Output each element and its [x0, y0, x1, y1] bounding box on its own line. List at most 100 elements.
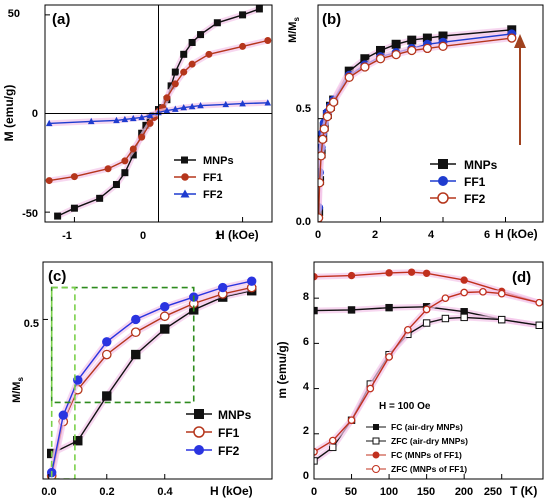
panel-b-ticks: [317, 118, 506, 223]
panel-c-ylabel: M/Ms: [11, 377, 25, 403]
panel-b-xtick-label: 2: [372, 229, 378, 241]
series-line: [318, 37, 512, 218]
data-point-ff2: [318, 134, 328, 144]
data-point-fc-air-dry-mnps: [314, 306, 318, 315]
data-point-ff2: [102, 337, 112, 347]
data-point-fc-mnps-of-ff1: [385, 269, 393, 277]
data-point-ff1: [159, 311, 170, 322]
panel-b: (b) M/Ms H (kOe) 0.5 0.0 0 2 4 6 MNPs FF…: [287, 4, 544, 241]
data-point-zfc-air-dry-mnps: [460, 313, 468, 322]
panel-a-legend: MNPs FF1 FF2: [174, 155, 234, 201]
data-point-zfc-mnps-of-ff1: [385, 353, 393, 361]
data-point-mnps: [96, 194, 104, 202]
data-point-ff2: [507, 33, 517, 43]
legend-marker-ff2: [194, 445, 204, 455]
legend-marker-mnps: [181, 156, 188, 164]
data-point-mnps: [160, 324, 170, 334]
panel-b-xlabel: H (kOe): [495, 227, 538, 241]
panel-c-xtick-label: 0.0: [41, 486, 56, 498]
data-point-ff2: [375, 54, 386, 64]
legend-marker-zfc-air: [372, 437, 380, 445]
panel-d-xtick-label: 150: [417, 486, 435, 498]
data-point-zfc-air-dry-mnps: [441, 314, 450, 323]
legend-marker-fc-air: [373, 424, 379, 430]
series-line: [314, 271, 540, 304]
data-point-zfc-mnps-of-ff1: [314, 448, 318, 456]
panel-b-frame: [317, 4, 544, 223]
legend-marker-mnps: [438, 159, 448, 169]
data-point-fc-mnps-of-ff1: [347, 271, 356, 280]
data-point-ff1: [163, 94, 171, 102]
panel-b-ytick-label: 0.5: [296, 103, 311, 115]
data-point-ff2: [131, 314, 141, 325]
panel-d-ytick-label: 2: [303, 425, 309, 437]
data-point-ff1: [264, 37, 272, 45]
panel-c-label: (c): [48, 268, 66, 285]
data-point-mnps: [171, 68, 179, 76]
legend-label-ff2: FF2: [464, 192, 486, 206]
data-point-mnps: [70, 204, 78, 212]
legend-label-zfc-air: ZFC (air-dry MNPs): [391, 436, 468, 446]
panel-c: (c) M/Ms H (kOe) 0.5 0.0 0.2 0.4 MNPs FF…: [11, 261, 273, 498]
data-point-ff1: [180, 68, 188, 76]
panel-b-ylabel-sub: s: [292, 17, 301, 22]
panel-c-ylabel-main: M/M: [11, 382, 23, 403]
data-point-fc-air-dry-mnps: [385, 303, 393, 312]
legend-marker-ff1: [181, 173, 189, 181]
panel-a-label: (a): [52, 11, 70, 28]
data-point-ff2: [391, 49, 401, 60]
data-point-fc-mnps-of-ff1: [422, 269, 431, 278]
data-point-ff2: [172, 105, 179, 112]
panel-d-xlabel: T (K): [510, 484, 537, 498]
panel-d-ticks: [313, 297, 503, 480]
legend-label-ff1: FF1: [203, 172, 223, 184]
data-point-ff2: [438, 41, 448, 51]
data-point-mnps: [255, 5, 263, 13]
panel-d-xtick-label: 100: [380, 486, 398, 498]
data-point-mnps: [73, 436, 83, 446]
panel-d-xtick-label: 50: [345, 486, 357, 498]
legend-label-mnps: MNPs: [464, 158, 498, 172]
panel-d-legend: H = 100 Oe FC (air-dry MNPs) ZFC (air-dr…: [366, 401, 468, 474]
data-point-ff2: [188, 102, 196, 110]
data-point-ff2: [121, 115, 129, 123]
data-point-ff2: [129, 114, 137, 122]
data-point-zfc-mnps-of-ff1: [535, 298, 543, 307]
data-point-zfc-mnps-of-ff1: [347, 416, 356, 425]
data-point-ff2: [197, 102, 204, 109]
legend-label-fc-air: FC (air-dry MNPs): [391, 422, 463, 432]
panel-c-xtick-label: 0.2: [99, 486, 114, 498]
legend-marker-mnps: [194, 409, 204, 419]
legend-label-zfc-ff1: ZFC (MNPs of FF1): [391, 464, 467, 474]
data-point-ff2: [87, 117, 95, 125]
panel-a-ytick-label: -50: [22, 208, 38, 220]
legend-marker-ff1: [193, 426, 205, 438]
data-point-fc-air-dry-mnps: [347, 306, 356, 314]
legend-title: H = 100 Oe: [379, 401, 431, 412]
panel-d: (d) m (emu/g) T (K) 0 2 4 6 8 0 50 100 1…: [275, 261, 544, 498]
data-point-ff2: [407, 45, 417, 56]
panel-b-label: (b): [322, 11, 341, 28]
data-point-ff2: [247, 276, 257, 286]
legend-marker-ff2: [180, 189, 190, 198]
panel-a-ytick-label: 0: [32, 108, 38, 120]
data-point-mnps: [112, 181, 120, 189]
legend-label-fc-ff1: FC (MNPs of FF1): [391, 450, 462, 460]
data-point-ff2: [322, 111, 333, 122]
data-point-zfc-mnps-of-ff1: [422, 305, 431, 314]
panel-a-xtick-label: -1: [62, 230, 72, 242]
data-point-ff2: [319, 124, 329, 134]
data-point-zfc-mnps-of-ff1: [404, 325, 412, 334]
panel-c-xtick-label: 0.4: [157, 486, 173, 498]
data-point-ff1: [239, 42, 247, 50]
data-point-mnps: [391, 39, 401, 49]
data-point-zfc-mnps-of-ff1: [328, 436, 337, 445]
panel-a: (a) M (emu/g) H (kOe) 50 0 -50 -1 0 1 MN…: [2, 4, 273, 242]
panel-a-plot-area: [45, 5, 272, 222]
panel-b-xtick-label: 6: [484, 229, 490, 241]
data-point-ff2: [160, 301, 170, 312]
data-point-ff1: [130, 327, 141, 338]
panel-a-ylabel: M (emu/g): [2, 85, 16, 142]
panel-b-xtick-label: 0: [315, 229, 321, 241]
